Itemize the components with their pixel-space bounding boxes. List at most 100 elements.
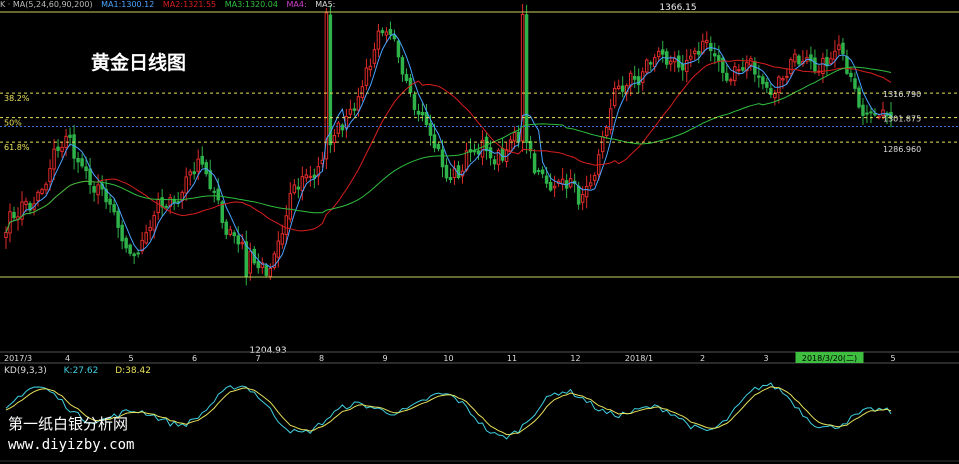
candle [396,38,401,64]
fib-618-label: 61.8% [4,143,30,152]
ma2-label: MA2:1321.55 [162,0,217,9]
ma5-label: MA5: [315,0,336,9]
candle [536,167,541,176]
candle [496,148,501,172]
kd-legend: KD(9,3,3) K:27.62 D:38.42 [4,366,165,377]
candle [829,51,833,66]
candle [721,56,725,82]
ma4-label: MA4: [286,0,307,9]
candle [380,27,385,37]
candle [512,126,517,149]
x-axis-label: 2 [700,354,705,363]
candle [881,101,885,120]
candle [276,231,281,268]
candle [813,49,817,74]
candle [260,257,265,274]
candle [552,175,557,198]
kd-k-line [5,382,892,440]
candle [284,205,289,244]
candle [292,179,297,195]
candle [4,226,8,249]
ma3-label: MA3:1320.04 [224,0,278,9]
candle [777,75,781,104]
candle [208,159,212,191]
watermark-url: www.diyizby.com [8,437,135,453]
candle [336,121,341,138]
candle [116,207,120,238]
price-labels: 38.2% 50% 61.8% 1316.790 1301.875 1286.960 136… [4,3,921,356]
candle [192,162,196,180]
candle [685,49,689,83]
candle [765,77,769,94]
candle [729,77,733,86]
candle [372,42,377,69]
low-price-label: 1204.93 [249,346,286,356]
candle [793,48,797,67]
candle [612,81,617,109]
candle [112,199,116,216]
candle [689,48,693,68]
candle [132,252,136,265]
candle [108,194,112,213]
candle [520,3,525,152]
candle [648,60,653,71]
candle [384,27,389,43]
candle [36,189,40,207]
candle [749,55,753,71]
candle [48,159,52,191]
watermark-title: 第一纸白银分析网 [8,415,129,433]
candle [332,129,337,153]
candle [488,140,493,166]
candle [548,173,553,192]
candle [348,99,353,118]
chart-title: 黄金日线图 [91,52,187,74]
candle [424,104,429,128]
candle [853,72,857,92]
x-axis-label: 2017/3 [4,354,32,363]
candle [705,31,709,50]
candle [236,226,241,253]
candle [733,61,737,87]
x-axis-label: 3 [763,354,768,363]
candle [308,165,313,187]
candle [660,40,665,63]
candle [224,218,228,240]
ma1-label: MA1:1300.12 [101,0,155,9]
candle [492,155,497,170]
candle [448,168,453,184]
x-axis-label: 4 [65,354,70,363]
candle [20,191,24,226]
fib-50-label: 50% [4,119,22,128]
candle [316,156,321,186]
candle [40,187,44,196]
x-axis-label: 2018/3/20(二) [802,354,857,363]
fibonacci-levels [0,11,959,278]
candle [444,158,449,182]
candle [296,178,301,199]
candle [144,224,148,245]
fib-382-label: 38.2% [4,94,30,103]
x-axis-label: 10 [443,354,453,363]
candle [652,53,657,72]
candle [200,146,204,168]
x-axis-label: 7 [255,354,260,363]
candle [725,64,729,83]
candle [508,135,513,154]
indicator-label: K · MA(5,24,60,90,200) [0,0,93,9]
kd-label: KD(9,3,3) [4,366,47,376]
candle [328,5,333,153]
fib-618-price: 1286.960 [883,145,921,154]
candle [352,102,357,116]
candle [632,65,637,89]
candle [841,38,845,61]
candle [869,106,873,124]
ma1-line [5,33,892,269]
x-axis-label: 8 [319,354,324,363]
fib-382-price: 1316.790 [883,90,921,99]
candle [400,55,405,82]
candle [745,55,749,79]
candle [416,103,421,122]
candle [761,73,765,90]
candle [404,68,409,84]
